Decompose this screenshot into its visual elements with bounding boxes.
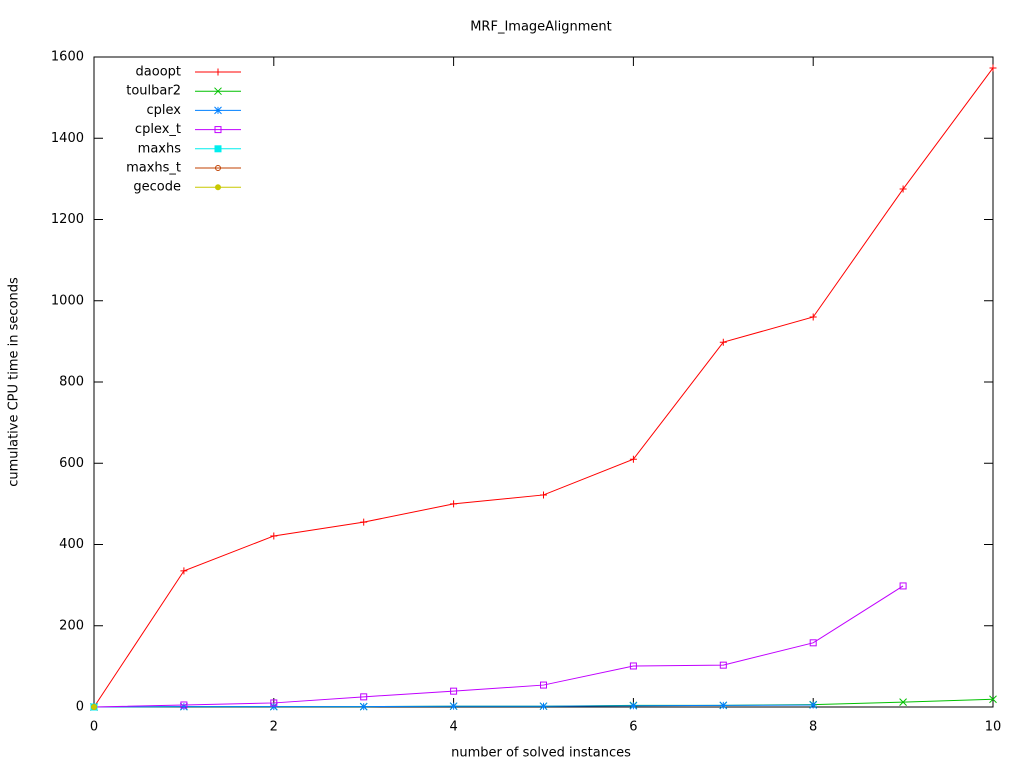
- y-tick-label: 400: [59, 537, 84, 552]
- legend-marker: [214, 126, 222, 134]
- marker: [899, 185, 907, 193]
- x-tick-label: 4: [449, 720, 457, 735]
- y-tick-label: 1200: [51, 212, 84, 227]
- y-tick-label: 1400: [51, 131, 84, 146]
- marker: [91, 704, 97, 710]
- y-tick-label: 0: [76, 700, 84, 715]
- marker: [629, 701, 638, 710]
- legend-label: cplex: [147, 103, 182, 118]
- x-tick-label: 8: [809, 720, 817, 735]
- legend-label: toulbar2: [126, 84, 181, 99]
- y-axis-label: cumulative CPU time in seconds: [7, 277, 22, 487]
- marker: [809, 701, 818, 709]
- legend-marker: [214, 106, 222, 115]
- y-tick-label: 800: [59, 375, 84, 390]
- marker: [809, 639, 817, 647]
- y-tick-label: 1600: [51, 50, 84, 65]
- legend-label: gecode: [133, 180, 181, 195]
- y-tick-label: 200: [59, 618, 84, 633]
- marker: [180, 567, 188, 575]
- legend-label: daoopt: [136, 65, 181, 80]
- y-tick-label: 600: [59, 456, 84, 471]
- marker: [899, 582, 907, 590]
- legend-marker: [214, 87, 222, 96]
- x-tick-label: 10: [985, 720, 1002, 735]
- marker: [629, 662, 637, 670]
- marker: [270, 532, 278, 540]
- y-tick-label: 1000: [51, 293, 84, 308]
- marker: [719, 338, 727, 346]
- marker: [989, 64, 997, 72]
- marker: [719, 701, 728, 710]
- marker: [180, 701, 188, 709]
- marker: [540, 491, 547, 499]
- legend-marker: [215, 184, 221, 191]
- marker: [359, 702, 368, 711]
- legend-label: cplex_t: [135, 122, 181, 137]
- marker: [269, 702, 278, 711]
- marker: [989, 695, 997, 704]
- marker: [540, 681, 547, 689]
- legend-label: maxhs: [138, 141, 182, 156]
- x-tick-label: 2: [270, 720, 278, 735]
- series-line: [93, 585, 904, 708]
- marker: [450, 687, 458, 695]
- marker: [539, 702, 548, 711]
- marker: [719, 661, 727, 669]
- legend-marker: [214, 68, 222, 76]
- x-tick-label: 6: [629, 720, 637, 735]
- marker: [449, 702, 458, 711]
- legend-marker: [215, 165, 221, 171]
- legend-label: maxhs_t: [126, 161, 181, 176]
- marker: [450, 500, 458, 508]
- marker: [360, 693, 368, 701]
- marker: [270, 699, 278, 707]
- marker: [180, 702, 188, 711]
- legend-marker: [214, 145, 222, 153]
- chart-title: MRF_ImageAlignment: [470, 20, 612, 35]
- x-axis-label: number of solved instances: [451, 746, 631, 761]
- x-tick-label: 0: [90, 720, 98, 735]
- marker: [629, 455, 637, 463]
- marker: [809, 313, 817, 321]
- marker: [899, 698, 907, 706]
- marker: [360, 518, 368, 526]
